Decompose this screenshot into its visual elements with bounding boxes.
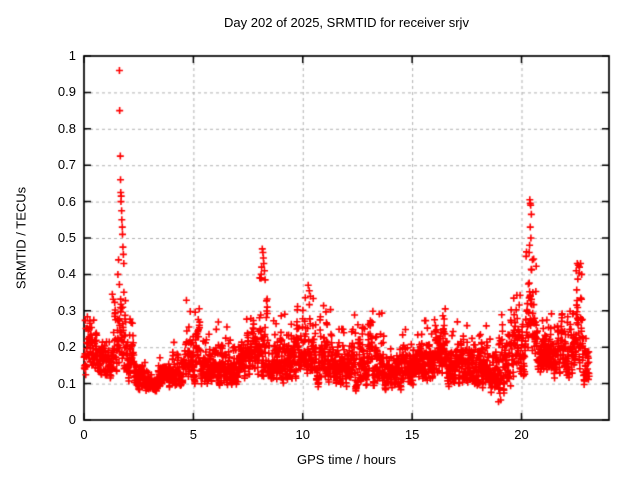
y-tick-label: 0.4 [57,266,76,282]
y-tick-label: 0.6 [57,193,76,209]
x-tick-label: 20 [514,427,529,442]
y-tick-label: 0.7 [57,157,76,173]
x-tick-label: 0 [80,427,88,442]
y-tick-label: 0.3 [57,302,76,318]
y-tick-label: 0 [68,412,76,427]
x-tick-label: 10 [295,427,310,442]
chart-title: Day 202 of 2025, SRMTID for receiver srj… [224,15,469,30]
x-axis-label: GPS time / hours [297,452,396,467]
x-tick-label: 5 [189,427,197,442]
y-tick-label: 0.9 [57,84,76,100]
y-tick-label: 0.5 [57,230,76,245]
y-tick-label: 0.8 [57,120,76,136]
x-tick-label: 15 [404,427,420,442]
y-tick-label: 0.1 [57,375,76,391]
y-tick-label: 1 [68,48,76,63]
y-tick-label: 0.2 [57,339,76,355]
